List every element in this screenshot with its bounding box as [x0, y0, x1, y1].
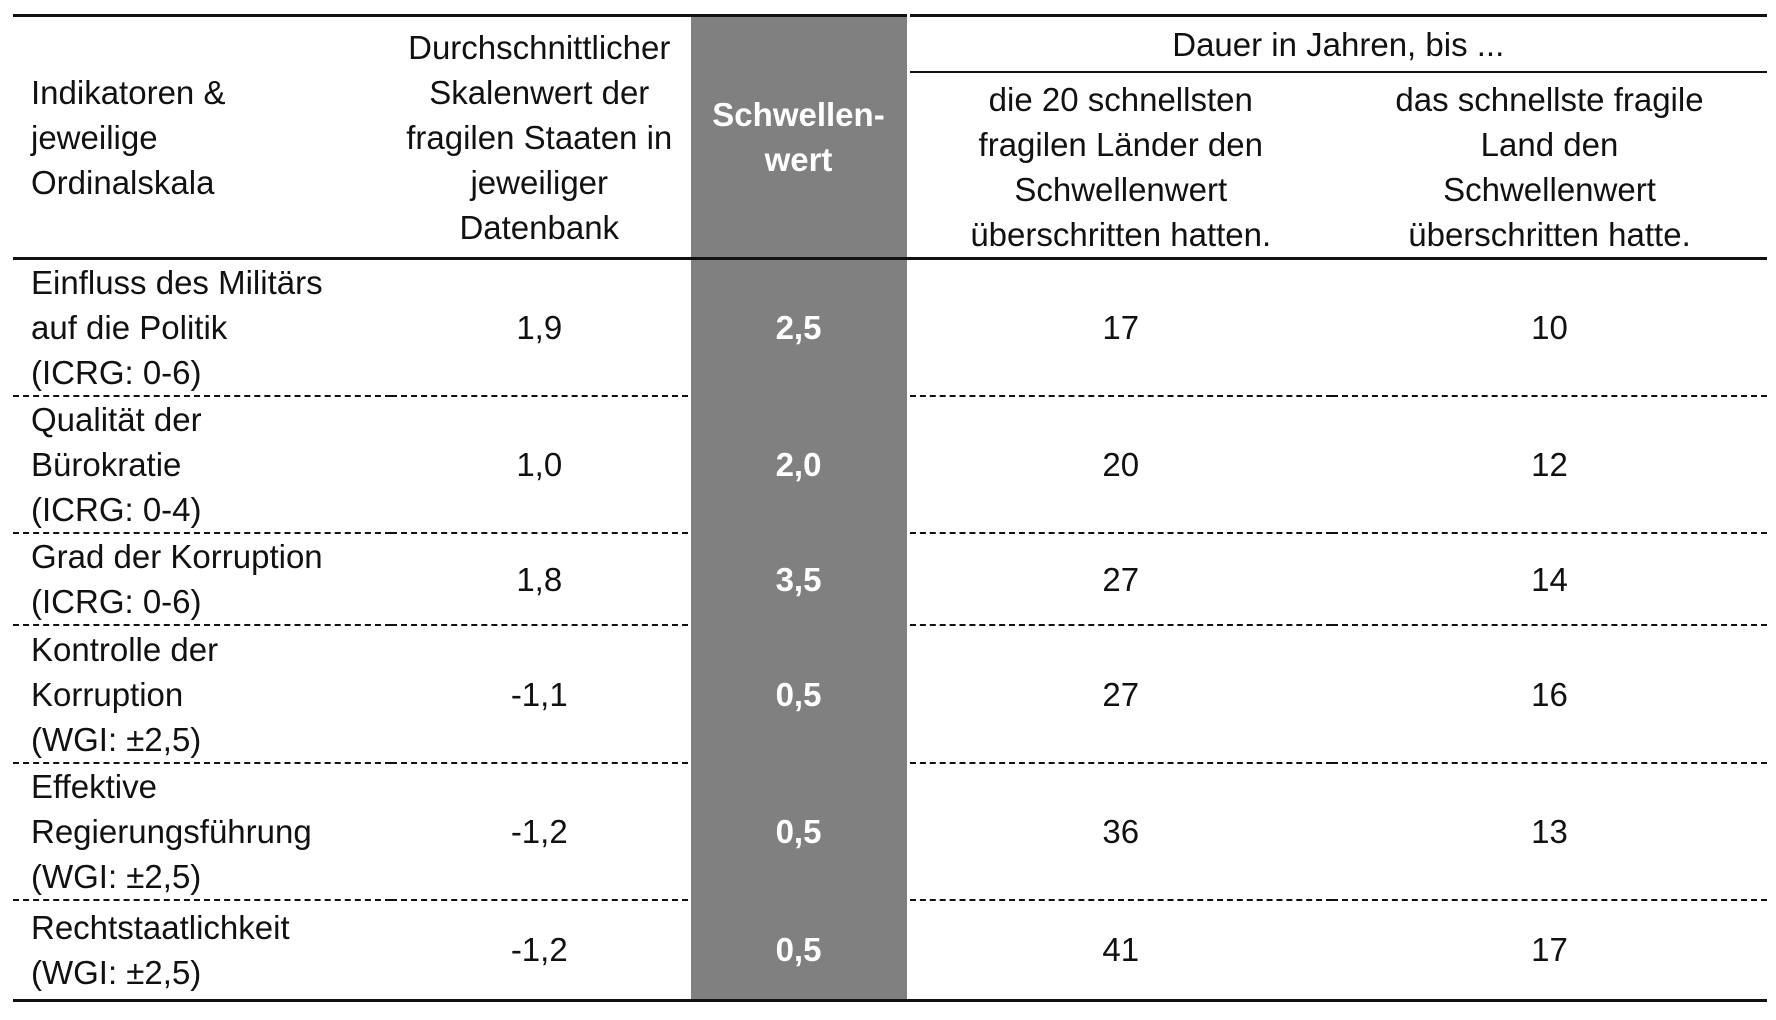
- threshold-cell: 0,5: [687, 900, 910, 1002]
- indicator-line: (WGI: ±2,5): [31, 720, 202, 758]
- average-header-line: jeweiliger: [470, 163, 609, 201]
- average-header-line: Datenbank: [459, 208, 620, 246]
- indicator-header-line: Ordinalskala: [31, 163, 215, 201]
- duration-group-header: Dauer in Jahren, bis ...: [908, 14, 1767, 73]
- indicator-header-line: Indikatoren &: [31, 73, 226, 111]
- average-cell: 1,9: [391, 258, 689, 397]
- average-column-header: Durchschnittlicher Skalenwert der fragil…: [391, 14, 689, 257]
- years-1-cell: 14: [1332, 533, 1767, 626]
- table-row: Qualität der Bürokratie (ICRG: 0-4) 1,0 …: [13, 396, 1767, 534]
- duration-20-header-line: überschritten hatten.: [970, 216, 1272, 253]
- duration-1-column-header: das schnellste fragile Land den Schwelle…: [1332, 72, 1767, 257]
- duration-20-header-line: fragilen Länder den: [978, 126, 1263, 163]
- table-header: Indikatoren & jeweilige Ordinalskala Dur…: [13, 14, 1767, 260]
- indicator-line: (ICRG: 0-6): [31, 354, 202, 391]
- threshold-cell: 0,5: [687, 625, 910, 764]
- years-20-cell: 17: [908, 258, 1332, 397]
- duration-20-column-header: die 20 schnellsten fragilen Länder den S…: [908, 72, 1332, 257]
- indicator-line: Qualität der: [31, 401, 202, 438]
- indicator-table: Indikatoren & jeweilige Ordinalskala Dur…: [13, 14, 1767, 1002]
- indicator-line: Regierungsführung: [31, 813, 312, 850]
- years-1-cell: 16: [1332, 625, 1767, 764]
- indicator-cell: Einfluss des Militärs auf die Politik (I…: [13, 258, 391, 397]
- average-header-line: fragilen Staaten in: [406, 118, 673, 156]
- threshold-cell: 3,5: [687, 533, 910, 626]
- average-header-line: Durchschnittlicher: [408, 28, 671, 66]
- indicator-line: Kontrolle der: [31, 630, 219, 668]
- duration-20-header-line: Schwellenwert: [1014, 171, 1228, 208]
- threshold-header-line: Schwellen-: [712, 96, 885, 133]
- indicator-cell: Kontrolle der Korruption (WGI: ±2,5): [13, 625, 391, 764]
- indicator-cell: Grad der Korruption (ICRG: 0-6): [13, 533, 391, 626]
- years-20-cell: 36: [908, 763, 1332, 901]
- table-row: Effektive Regierungsführung (WGI: ±2,5) …: [13, 763, 1767, 901]
- indicator-line: Einfluss des Militärs: [31, 264, 323, 301]
- years-20-cell: 41: [908, 900, 1332, 1002]
- years-20-cell: 20: [908, 396, 1332, 534]
- indicator-cell: Rechtstaatlichkeit (WGI: ±2,5): [13, 900, 391, 1002]
- indicator-cell: Effektive Regierungsführung (WGI: ±2,5): [13, 763, 391, 901]
- indicator-table-container: Indikatoren & jeweilige Ordinalskala Dur…: [13, 14, 1767, 1002]
- duration-1-header-line: Schwellenwert: [1443, 171, 1656, 208]
- average-cell: 1,0: [391, 396, 689, 534]
- indicator-line: Grad der Korruption: [31, 538, 323, 575]
- years-20-cell: 27: [908, 533, 1332, 626]
- threshold-cell: 2,5: [687, 258, 910, 397]
- indicator-column-header: Indikatoren & jeweilige Ordinalskala: [13, 14, 391, 257]
- average-cell: -1,1: [391, 625, 689, 764]
- indicator-line: Bürokratie: [31, 446, 182, 483]
- indicator-line: auf die Politik: [31, 309, 228, 346]
- table-body: Einfluss des Militärs auf die Politik (I…: [13, 258, 1767, 1002]
- indicator-line: Rechtstaatlichkeit: [31, 908, 290, 946]
- years-1-cell: 17: [1332, 900, 1767, 1002]
- threshold-column-header: Schwellen- wert: [687, 14, 910, 257]
- indicator-line: (ICRG: 0-4): [31, 491, 202, 528]
- indicator-cell: Qualität der Bürokratie (ICRG: 0-4): [13, 396, 391, 534]
- years-20-cell: 27: [908, 625, 1332, 764]
- years-1-cell: 12: [1332, 396, 1767, 534]
- average-header-line: Skalenwert der: [429, 73, 650, 111]
- table-row: Grad der Korruption (ICRG: 0-6) 1,8 3,5 …: [13, 533, 1767, 626]
- duration-1-header-line: das schnellste fragile: [1395, 81, 1704, 118]
- duration-1-header-line: überschritten hatte.: [1408, 216, 1691, 253]
- average-cell: 1,8: [391, 533, 689, 626]
- average-cell: -1,2: [391, 900, 689, 1002]
- threshold-header-line: wert: [764, 141, 833, 178]
- indicator-line: Korruption: [31, 675, 184, 713]
- years-1-cell: 13: [1332, 763, 1767, 901]
- indicator-line: (ICRG: 0-6): [31, 583, 202, 620]
- indicator-line: Effektive: [31, 768, 157, 805]
- table-row: Kontrolle der Korruption (WGI: ±2,5) -1,…: [13, 625, 1767, 764]
- indicator-line: (WGI: ±2,5): [31, 858, 202, 895]
- threshold-cell: 2,0: [687, 396, 910, 534]
- duration-1-header-line: Land den: [1480, 126, 1619, 163]
- indicator-line: (WGI: ±2,5): [31, 953, 202, 991]
- indicator-header-line: jeweilige: [31, 118, 158, 156]
- average-cell: -1,2: [391, 763, 689, 901]
- duration-20-header-line: die 20 schnellsten: [988, 81, 1253, 118]
- threshold-cell: 0,5: [687, 763, 910, 901]
- table-row: Einfluss des Militärs auf die Politik (I…: [13, 258, 1767, 397]
- years-1-cell: 10: [1332, 258, 1767, 397]
- table-row: Rechtstaatlichkeit (WGI: ±2,5) -1,2 0,5 …: [13, 900, 1767, 1002]
